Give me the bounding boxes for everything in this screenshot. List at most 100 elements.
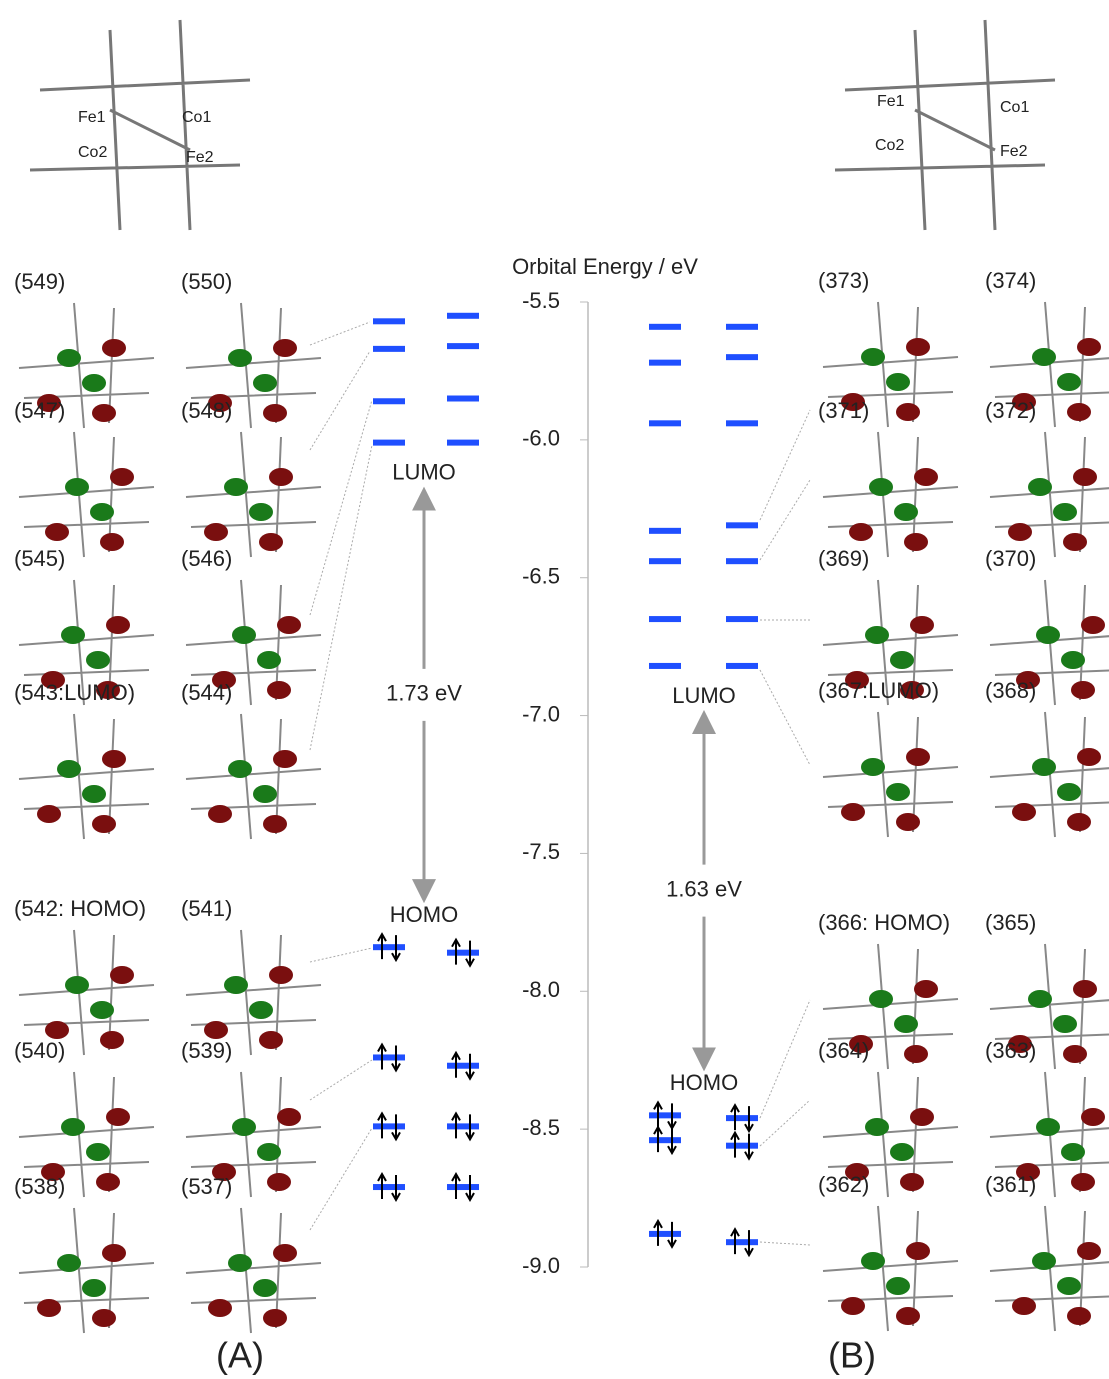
orbital-lobe <box>1057 1277 1081 1295</box>
orbital-lobe <box>900 1173 924 1191</box>
orbital-lobe <box>1061 651 1085 669</box>
orbital-label: (540) <box>14 1038 65 1063</box>
atom-label: Fe2 <box>1000 143 1028 160</box>
orbital-lobe <box>861 348 885 366</box>
molecule-sticks <box>186 1208 321 1333</box>
orbital-lobe <box>1032 348 1056 366</box>
orbital-lobe <box>92 1309 116 1327</box>
orbital-lobe <box>1073 980 1097 998</box>
orbital-lobe <box>841 1297 865 1315</box>
atom-label: Co2 <box>78 144 107 161</box>
orbital-lobe <box>267 681 291 699</box>
energy-level <box>649 360 681 366</box>
lumo-label: LUMO <box>392 459 456 484</box>
orbital-lobe <box>869 990 893 1008</box>
orbital-lobe <box>890 1143 914 1161</box>
orbital-lobe <box>263 815 287 833</box>
orbital-lobe <box>37 1299 61 1317</box>
orbital-lobe <box>106 1108 130 1126</box>
figure: Orbital Energy / eV -5.5-6.0-6.5-7.0-7.5… <box>0 0 1109 1379</box>
orbital-lobe <box>861 758 885 776</box>
orbital-lobe <box>1032 1252 1056 1270</box>
orbital-lobe <box>1061 1143 1085 1161</box>
orbital-lobe <box>1032 758 1056 776</box>
orbital-label: (368) <box>985 678 1036 703</box>
orbital-lobe <box>96 1173 120 1191</box>
molecule-sticks <box>19 714 154 839</box>
orbital-lobe <box>894 503 918 521</box>
y-tick-label: -8.5 <box>522 1115 560 1140</box>
atom-label: Fe2 <box>186 149 214 166</box>
atom-label: Fe1 <box>78 109 106 126</box>
molecule-sticks <box>19 930 154 1055</box>
y-tick-label: -9.0 <box>522 1253 560 1278</box>
orbital-lobe <box>106 616 130 634</box>
energy-level <box>447 343 479 349</box>
orbital-label: (372) <box>985 398 1036 423</box>
orbital-lobe <box>886 783 910 801</box>
orbital-lobe <box>906 1242 930 1260</box>
orbital-lobe <box>1028 990 1052 1008</box>
orbital-lobe <box>1077 1242 1101 1260</box>
orbital-lobe <box>1073 468 1097 486</box>
orbital-lobe <box>1053 1015 1077 1033</box>
orbital-lobe <box>890 651 914 669</box>
orbital-lobe <box>100 1031 124 1049</box>
orbital-lobe <box>92 404 116 422</box>
y-tick-label: -7.0 <box>522 701 560 726</box>
orbital-lobe <box>102 1244 126 1262</box>
orbital-label: (364) <box>818 1038 869 1063</box>
orbital-lobe <box>65 478 89 496</box>
molecule-sticks <box>823 432 958 557</box>
energy-level <box>373 440 405 446</box>
panel-label: (B) <box>828 1335 876 1376</box>
orbital-image <box>990 1206 1109 1331</box>
orbital-image <box>19 714 154 839</box>
orbital-lobe <box>82 374 106 392</box>
orbital-image <box>990 712 1109 837</box>
orbital-lobe <box>100 533 124 551</box>
energy-level <box>726 1115 758 1121</box>
orbital-lobe <box>86 1143 110 1161</box>
orbital-lobe <box>90 1001 114 1019</box>
orbital-image <box>186 930 321 1055</box>
orbital-lobe <box>841 803 865 821</box>
orbital-image <box>19 432 154 557</box>
orbital-lobe <box>896 813 920 831</box>
orbital-label: (547) <box>14 398 65 423</box>
orbital-lobe <box>910 616 934 634</box>
orbital-lobe <box>65 976 89 994</box>
orbital-label: (546) <box>181 546 232 571</box>
energy-level <box>649 1231 681 1237</box>
energy-level <box>649 324 681 330</box>
orbital-lobe <box>865 626 889 644</box>
orbital-lobe <box>82 785 106 803</box>
orbital-label: (363) <box>985 1038 1036 1063</box>
orbital-image <box>186 1208 321 1333</box>
orbital-lobe <box>249 1001 273 1019</box>
y-tick-label: -5.5 <box>522 288 560 313</box>
orbital-lobe <box>45 523 69 541</box>
orbital-lobe <box>1057 373 1081 391</box>
energy-level <box>726 324 758 330</box>
orbital-lobe <box>1057 783 1081 801</box>
orbital-lobe <box>37 805 61 823</box>
orbital-lobe <box>1077 748 1101 766</box>
orbital-image <box>823 1206 958 1331</box>
orbital-lobe <box>1063 533 1087 551</box>
orbital-label: (549) <box>14 269 65 294</box>
orbital-image <box>19 1208 154 1333</box>
orbital-lobe <box>910 1108 934 1126</box>
orbital-lobe <box>249 503 273 521</box>
orbital-lobe <box>269 468 293 486</box>
orbital-lobe <box>82 1279 106 1297</box>
orbital-label: (537) <box>181 1174 232 1199</box>
orbital-lobe <box>102 339 126 357</box>
energy-level <box>373 318 405 324</box>
orbital-label: (539) <box>181 1038 232 1063</box>
orbital-label: (374) <box>985 268 1036 293</box>
panel-label: (A) <box>216 1335 264 1376</box>
orbital-lobe <box>896 403 920 421</box>
orbital-lobe <box>1012 803 1036 821</box>
orbital-label: (542: HOMO) <box>14 896 146 921</box>
